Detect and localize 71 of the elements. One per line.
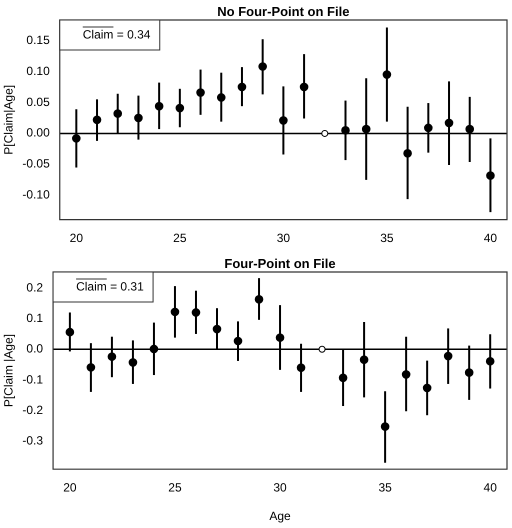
x-tick-label: 20 [63, 480, 77, 495]
x-tick-label: 40 [484, 480, 498, 495]
point [422, 384, 432, 392]
y-tick-label: 0.10 [26, 64, 50, 78]
point [134, 114, 143, 122]
point [113, 109, 122, 118]
point [92, 116, 102, 124]
x-tick-label: 30 [273, 480, 288, 495]
point [238, 82, 246, 92]
x-tick-label: 20 [70, 231, 84, 246]
x-tick-label: 25 [168, 480, 182, 495]
x-tick-label: 40 [484, 231, 498, 246]
y-tick-label: -0.10 [22, 188, 50, 202]
chart-title: No Four-Point on File [217, 4, 350, 20]
point [170, 308, 180, 316]
point [341, 126, 350, 135]
x-tick-label: 35 [378, 480, 392, 495]
point [338, 374, 348, 382]
point [216, 93, 226, 102]
point [300, 82, 308, 92]
point [234, 336, 242, 346]
point [444, 352, 452, 360]
annotation: Claim = 0.34 [82, 27, 151, 42]
y-tick-label: 0.00 [26, 126, 50, 140]
y-axis-title: P[Claim |Age] [2, 334, 16, 408]
point [279, 116, 288, 125]
y-tick-label: -0.2 [22, 402, 44, 417]
y-tick-label: 0.15 [26, 32, 50, 47]
point [402, 370, 410, 379]
point [254, 294, 264, 304]
point [176, 104, 184, 112]
x-tick-label: 30 [276, 231, 290, 246]
point [444, 118, 454, 128]
point [212, 324, 222, 334]
point [486, 356, 494, 366]
point [362, 124, 370, 134]
point [154, 102, 164, 110]
point [192, 308, 200, 317]
point [382, 70, 392, 79]
y-tick-label: 0.0 [26, 342, 44, 356]
point [196, 88, 205, 97]
point [128, 358, 138, 367]
point [403, 148, 412, 158]
point [486, 171, 495, 180]
y-tick-label: 0.05 [26, 94, 50, 109]
point [72, 134, 81, 143]
point [318, 346, 326, 353]
y-tick-label: -0.1 [22, 372, 44, 386]
y-tick-label: 0.1 [26, 310, 44, 325]
y-tick-label: -0.05 [22, 156, 50, 171]
x-axis-title: Age [269, 509, 292, 524]
point [424, 124, 433, 132]
point [66, 328, 74, 336]
point [360, 355, 368, 364]
point [321, 130, 328, 137]
annotation: Claim = 0.31 [76, 279, 144, 294]
point [86, 363, 96, 372]
point [258, 62, 267, 71]
x-tick-label: 25 [173, 231, 187, 246]
point [380, 422, 390, 431]
y-tick-label: 0.2 [26, 280, 44, 294]
point [150, 344, 158, 354]
point [464, 368, 474, 377]
point [465, 124, 474, 134]
x-tick-label: 35 [380, 231, 394, 246]
point [296, 363, 306, 372]
point [276, 333, 284, 342]
chart-title: Four-Point on File [224, 256, 336, 272]
y-tick-label: -0.3 [22, 434, 44, 448]
point [108, 352, 116, 361]
y-axis-title: P[Claim|Age] [2, 84, 16, 155]
